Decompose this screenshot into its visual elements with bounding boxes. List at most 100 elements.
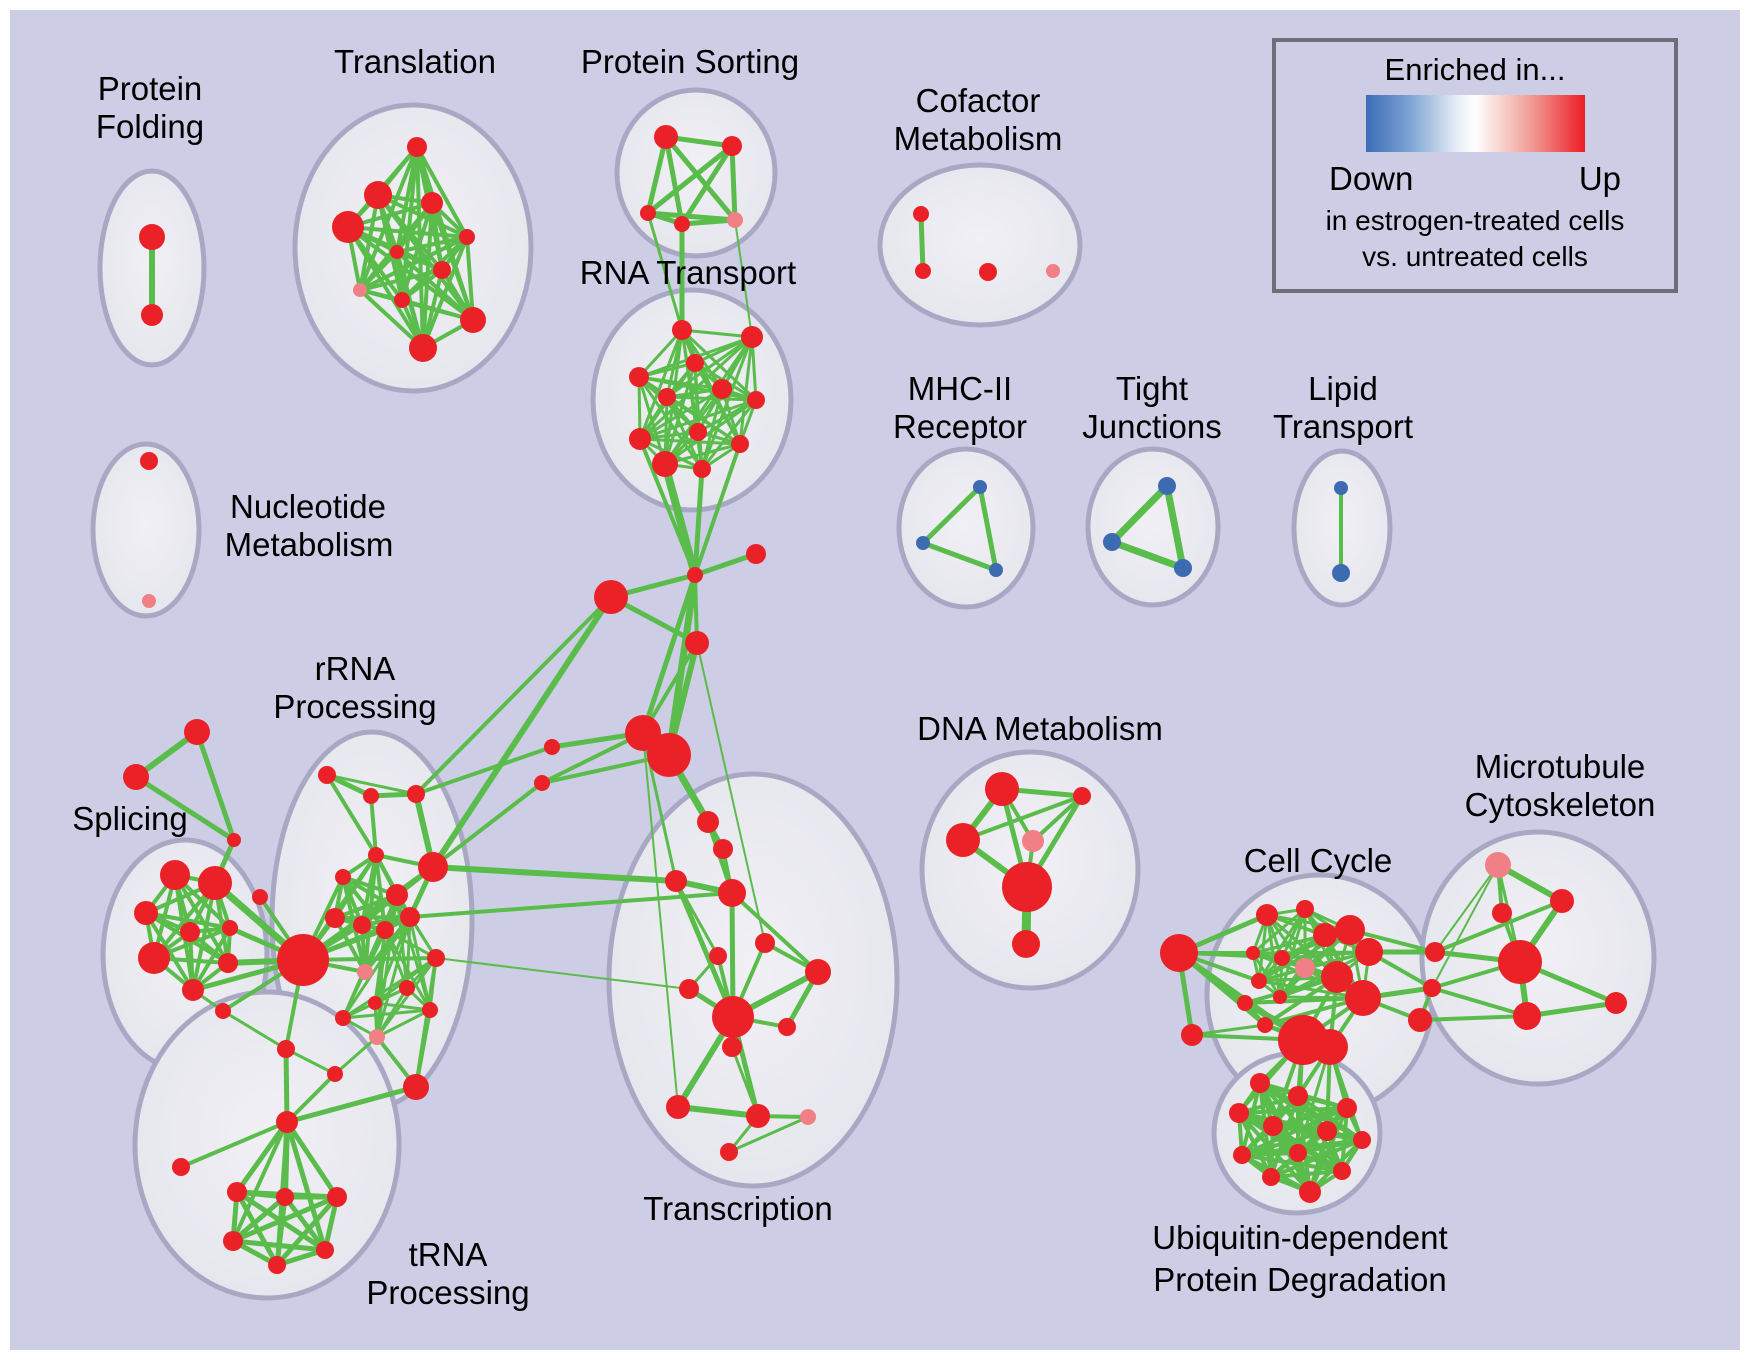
node-tr1[interactable]: [276, 1111, 298, 1133]
node-tc1[interactable]: [697, 811, 719, 833]
node-mc3[interactable]: [1492, 903, 1512, 923]
node-pf1[interactable]: [139, 224, 165, 250]
node-r4[interactable]: [629, 367, 649, 387]
node-d4[interactable]: [1022, 830, 1044, 852]
node-nm2[interactable]: [142, 594, 156, 608]
node-rr21[interactable]: [403, 1074, 429, 1100]
node-rr12[interactable]: [427, 949, 445, 967]
node-tc13[interactable]: [746, 1104, 770, 1128]
node-c12[interactable]: [1273, 990, 1287, 1004]
node-tj2[interactable]: [1103, 533, 1121, 551]
node-rr8[interactable]: [325, 908, 345, 928]
node-t7[interactable]: [433, 261, 451, 279]
node-c20[interactable]: [1425, 942, 1445, 962]
node-tr5[interactable]: [327, 1187, 347, 1207]
node-r7[interactable]: [747, 391, 765, 409]
node-r10[interactable]: [731, 435, 749, 453]
node-u10[interactable]: [1333, 1162, 1351, 1180]
node-tr2[interactable]: [172, 1158, 190, 1176]
node-rr2[interactable]: [363, 788, 379, 804]
node-u9[interactable]: [1289, 1144, 1307, 1162]
node-k1[interactable]: [746, 544, 766, 564]
node-l1[interactable]: [594, 580, 628, 614]
node-tr4[interactable]: [276, 1188, 294, 1206]
node-mc4[interactable]: [1498, 940, 1542, 984]
node-tc5[interactable]: [755, 933, 775, 953]
node-ps4[interactable]: [674, 216, 690, 232]
node-ps3[interactable]: [640, 205, 656, 221]
node-ps5[interactable]: [727, 212, 743, 228]
node-u11[interactable]: [1262, 1168, 1280, 1186]
node-tc7[interactable]: [805, 959, 831, 985]
node-pf2[interactable]: [141, 304, 163, 326]
node-s1[interactable]: [184, 719, 210, 745]
node-rr17[interactable]: [399, 980, 415, 996]
node-x1[interactable]: [544, 739, 560, 755]
node-tc11[interactable]: [722, 1037, 742, 1057]
node-s9[interactable]: [138, 942, 170, 974]
node-rr9[interactable]: [353, 916, 371, 934]
node-r12[interactable]: [693, 460, 711, 478]
node-s4[interactable]: [160, 860, 190, 890]
node-tr3[interactable]: [227, 1182, 247, 1202]
node-tc15[interactable]: [720, 1143, 738, 1161]
node-rr15[interactable]: [335, 1010, 351, 1026]
node-lt1[interactable]: [1334, 481, 1348, 495]
node-c19[interactable]: [1408, 1008, 1432, 1032]
node-cm3[interactable]: [979, 263, 997, 281]
node-cm2[interactable]: [915, 263, 931, 279]
node-c6[interactable]: [1274, 950, 1290, 966]
node-c15[interactable]: [1237, 995, 1253, 1011]
node-c2[interactable]: [1181, 1024, 1203, 1046]
node-u12[interactable]: [1299, 1181, 1321, 1203]
node-tc3[interactable]: [665, 870, 687, 892]
node-d2[interactable]: [1073, 787, 1091, 805]
node-c1[interactable]: [1160, 934, 1198, 972]
node-s5[interactable]: [198, 866, 232, 900]
node-rr20[interactable]: [327, 1066, 343, 1082]
node-c3[interactable]: [1256, 904, 1278, 926]
node-s6[interactable]: [134, 901, 158, 925]
node-c7[interactable]: [1295, 958, 1315, 978]
node-tr6[interactable]: [223, 1231, 243, 1251]
node-t1[interactable]: [407, 137, 427, 157]
node-tc6[interactable]: [709, 947, 727, 965]
node-mc6[interactable]: [1605, 992, 1627, 1014]
node-t5[interactable]: [459, 229, 475, 245]
node-m1[interactable]: [685, 631, 709, 655]
node-mh2[interactable]: [916, 536, 930, 550]
node-s11[interactable]: [252, 889, 268, 905]
node-cm4[interactable]: [1046, 264, 1060, 278]
node-d1[interactable]: [985, 772, 1019, 806]
node-u3[interactable]: [1229, 1103, 1249, 1123]
node-rr10[interactable]: [376, 921, 394, 939]
node-h2[interactable]: [647, 733, 691, 777]
node-b1[interactable]: [277, 934, 329, 986]
node-t8[interactable]: [353, 283, 367, 297]
node-u5[interactable]: [1263, 1116, 1283, 1136]
node-rr13[interactable]: [357, 964, 373, 980]
node-c11[interactable]: [1251, 973, 1267, 989]
node-s7[interactable]: [180, 922, 200, 942]
node-x2[interactable]: [534, 775, 550, 791]
node-rr1[interactable]: [318, 766, 336, 784]
node-u8[interactable]: [1233, 1146, 1251, 1164]
node-mc2[interactable]: [1550, 889, 1574, 913]
node-cm1[interactable]: [913, 206, 929, 222]
node-c9[interactable]: [1335, 915, 1365, 945]
node-j1[interactable]: [687, 567, 703, 583]
node-d6[interactable]: [1012, 930, 1040, 958]
node-u7[interactable]: [1353, 1131, 1371, 1149]
node-t3[interactable]: [421, 192, 443, 214]
node-tj1[interactable]: [1158, 477, 1176, 495]
node-mc5[interactable]: [1513, 1002, 1541, 1030]
node-mc1[interactable]: [1485, 852, 1511, 878]
node-rr3[interactable]: [407, 785, 425, 803]
node-rr11[interactable]: [400, 907, 420, 927]
node-t9[interactable]: [394, 292, 410, 308]
node-c5[interactable]: [1246, 946, 1260, 960]
node-rr4[interactable]: [368, 847, 384, 863]
node-d3[interactable]: [946, 823, 980, 857]
node-tc8[interactable]: [679, 979, 699, 999]
node-ps2[interactable]: [722, 136, 742, 156]
